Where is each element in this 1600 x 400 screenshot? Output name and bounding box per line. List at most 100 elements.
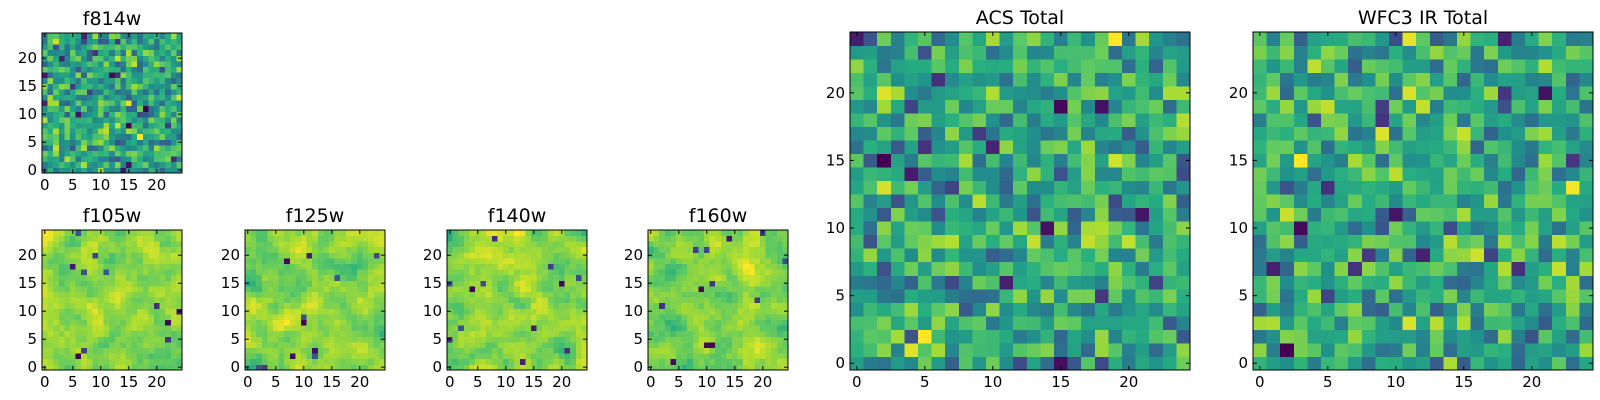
heatmap-cell: [159, 161, 166, 168]
heatmap-cell: [42, 156, 48, 163]
heatmap-cell: [1348, 99, 1363, 114]
heatmap-cell: [58, 252, 65, 259]
heatmap-cell: [245, 246, 251, 253]
heatmap-cell: [782, 291, 789, 298]
heatmap-cell: [1389, 140, 1403, 155]
heatmap-cell: [1334, 315, 1349, 330]
heatmap-cell: [877, 126, 892, 141]
heatmap-cell: [1108, 342, 1123, 357]
heatmap-cell: [250, 358, 257, 365]
heatmap-cell: [1108, 356, 1123, 371]
heatmap-cell: [958, 248, 973, 263]
heatmap-cell: [1402, 32, 1417, 46]
heatmap-cell: [284, 297, 291, 304]
heatmap-cell: [890, 45, 905, 60]
heatmap-cell: [1565, 207, 1580, 222]
heatmap-cell: [58, 308, 65, 315]
heatmap-cell: [1162, 261, 1177, 276]
heatmap-cell: [170, 302, 177, 309]
heatmap-cell: [681, 347, 688, 354]
heatmap-cell: [1389, 248, 1403, 263]
heatmap-cell: [126, 252, 132, 259]
heatmap-cell: [53, 319, 60, 326]
heatmap-cell: [452, 358, 459, 365]
heatmap-cell: [737, 336, 744, 343]
heatmap-cell: [351, 336, 358, 343]
heatmap-cell: [273, 291, 279, 298]
heatmap-cell: [1457, 59, 1471, 73]
heatmap-cell: [743, 235, 750, 242]
heatmap-cell: [109, 38, 116, 45]
heatmap-cell: [47, 230, 54, 236]
heatmap-cell: [475, 330, 481, 337]
heatmap-cell: [877, 275, 892, 290]
heatmap-cell: [497, 258, 504, 264]
heatmap-cell: [692, 274, 699, 281]
heatmap-cell: [109, 105, 116, 112]
heatmap-cell: [1470, 113, 1485, 128]
heatmap-cell: [1416, 32, 1431, 46]
heatmap-cell: [357, 319, 363, 326]
heatmap-cell: [137, 128, 144, 135]
heatmap-cell: [1348, 194, 1363, 209]
heatmap-cell: [958, 32, 973, 46]
heatmap-cell: [159, 89, 166, 95]
heatmap-cell: [323, 302, 330, 309]
heatmap-cell: [692, 230, 699, 236]
heatmap-cell: [743, 347, 750, 354]
heatmap-cell: [760, 235, 766, 242]
heatmap-cell: [480, 302, 487, 309]
heatmap-cell: [1054, 248, 1068, 263]
heatmap-cell: [1067, 356, 1082, 371]
heatmap-cell: [698, 297, 705, 304]
heatmap-cell: [918, 288, 932, 303]
heatmap-cell: [508, 330, 515, 337]
heatmap-cell: [1307, 194, 1322, 209]
heatmap-cell: [1484, 59, 1499, 73]
heatmap-cell: [1108, 302, 1123, 317]
heatmap-cell: [653, 241, 660, 248]
heatmap-cell: [306, 319, 313, 326]
heatmap-cell: [653, 342, 660, 348]
heatmap-cell: [250, 330, 257, 337]
heatmap-cell: [732, 319, 738, 326]
heatmap-cell: [53, 100, 60, 107]
heatmap-cell: [131, 117, 138, 123]
heatmap-cell: [748, 235, 755, 242]
heatmap-cell: [1026, 167, 1041, 182]
heatmap-cell: [709, 252, 716, 259]
heatmap-cell: [687, 336, 694, 343]
heatmap-cell: [531, 330, 537, 337]
heatmap-cell: [317, 235, 324, 242]
heatmap-cell: [743, 230, 750, 236]
heatmap-cell: [918, 167, 932, 182]
heatmap-cell: [475, 308, 481, 315]
heatmap-cell: [306, 241, 313, 248]
heatmap-cell: [1402, 275, 1417, 290]
heatmap-cell: [58, 297, 65, 304]
heatmap-cell: [295, 274, 302, 281]
heatmap-cell: [877, 72, 892, 87]
heatmap-cell: [81, 44, 88, 51]
heatmap-cell: [114, 117, 121, 123]
heatmap-cell: [340, 230, 347, 236]
heatmap-cell: [480, 364, 487, 371]
heatmap-cell: [1457, 126, 1471, 141]
heatmap-cell: [698, 336, 705, 343]
heatmap-cell: [986, 126, 1000, 141]
heatmap-cell: [306, 358, 313, 365]
heatmap-cell: [323, 308, 330, 315]
heatmap-cell: [748, 230, 755, 236]
heatmap-cell: [687, 241, 694, 248]
heatmap-cell: [1443, 221, 1458, 236]
heatmap-cell: [720, 353, 727, 360]
heatmap-cell: [1538, 342, 1553, 357]
heatmap-cell: [53, 61, 60, 67]
heatmap-cell: [58, 235, 65, 242]
heatmap-cell: [159, 100, 166, 107]
heatmap-cell: [92, 61, 99, 67]
heatmap-cell: [131, 302, 138, 309]
heatmap-cell: [86, 347, 93, 354]
heatmap-cell: [114, 235, 121, 242]
